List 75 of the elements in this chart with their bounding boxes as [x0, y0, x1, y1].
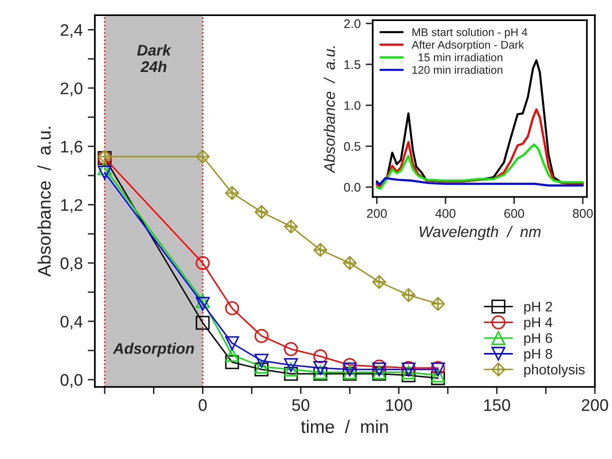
annotation: Adsorption: [112, 342, 194, 357]
point: [372, 275, 386, 289]
x-axis-title: Wavelength / nm: [420, 226, 541, 240]
point: [284, 342, 298, 356]
point: [225, 301, 240, 316]
point: [284, 366, 298, 381]
y-tick-label: 1.0: [344, 101, 360, 110]
legend-label: After Adsorption - Dark: [412, 40, 524, 51]
point: [225, 186, 240, 200]
legend-label: 15 min irradiation: [418, 53, 502, 62]
line-series: [376, 144, 584, 190]
point: [342, 256, 357, 270]
point: [98, 166, 112, 180]
y-tick-label: 0,0: [60, 374, 82, 388]
legend-label: pH 8: [524, 348, 552, 362]
x-tick-label: 200: [367, 209, 387, 218]
y-tick-label: 0,8: [60, 257, 82, 272]
point: [196, 294, 210, 308]
y-tick-label: 1,2: [61, 199, 82, 213]
y-tick-label: 1,6: [61, 140, 82, 155]
x-tick-label: 100: [386, 399, 412, 411]
line-series: [376, 177, 584, 186]
point: [431, 296, 445, 311]
point: [254, 328, 268, 343]
point: [431, 371, 445, 386]
x-tick-label: 800: [572, 209, 593, 218]
x-tick-label: 0: [198, 399, 207, 411]
point: [196, 296, 210, 311]
point: [342, 362, 357, 376]
point: [372, 360, 386, 374]
point: [196, 256, 210, 270]
point: [254, 205, 268, 219]
y-axis-title: Absorbance / a.u.: [324, 46, 335, 174]
x-tick-label: 600: [504, 209, 524, 218]
x-tick-label: 400: [435, 209, 456, 218]
point: [313, 349, 328, 364]
point: [342, 358, 357, 372]
y-axis-title: Absorbance / a.u.: [38, 126, 51, 277]
y-tick-label: 0.5: [344, 142, 360, 151]
y-tick-label: 2,4: [60, 24, 83, 38]
point: [98, 161, 112, 176]
point: [402, 288, 416, 302]
point: [254, 360, 268, 374]
point: [254, 354, 268, 368]
point: [284, 358, 298, 372]
x-tick-label: 200: [582, 399, 608, 411]
point: [402, 365, 416, 380]
y-tick-label: 2.0: [344, 19, 360, 28]
x-axis-title: time / min: [300, 420, 388, 434]
x-tick-label: 150: [484, 399, 510, 411]
y-tick-label: 0,4: [60, 316, 83, 330]
y-tick-label: 1.5: [344, 60, 360, 70]
legend-label: pH 6: [524, 333, 552, 346]
point: [225, 336, 240, 350]
legend-label: MB start solution - pH 4: [412, 28, 528, 38]
point: [431, 368, 445, 382]
point: [196, 150, 210, 164]
legend-label: photolysis: [524, 364, 585, 378]
point: [284, 220, 298, 234]
point: [313, 242, 328, 257]
point: [225, 355, 240, 370]
line-series: [376, 108, 584, 188]
point: [225, 348, 240, 362]
point: [254, 362, 268, 376]
legend-label: pH 2: [524, 302, 552, 314]
y-tick-label: 0.0: [344, 182, 360, 192]
point: [284, 362, 298, 376]
point: [196, 316, 210, 330]
legend-label: 120 min irradiation: [412, 66, 502, 74]
point: [372, 362, 386, 376]
x-tick-label: 50: [292, 399, 310, 411]
legend-label: pH 4: [524, 318, 552, 330]
annotation: Dark 24h: [137, 44, 172, 72]
point: [313, 361, 328, 375]
y-tick-label: 2,0: [60, 82, 82, 96]
